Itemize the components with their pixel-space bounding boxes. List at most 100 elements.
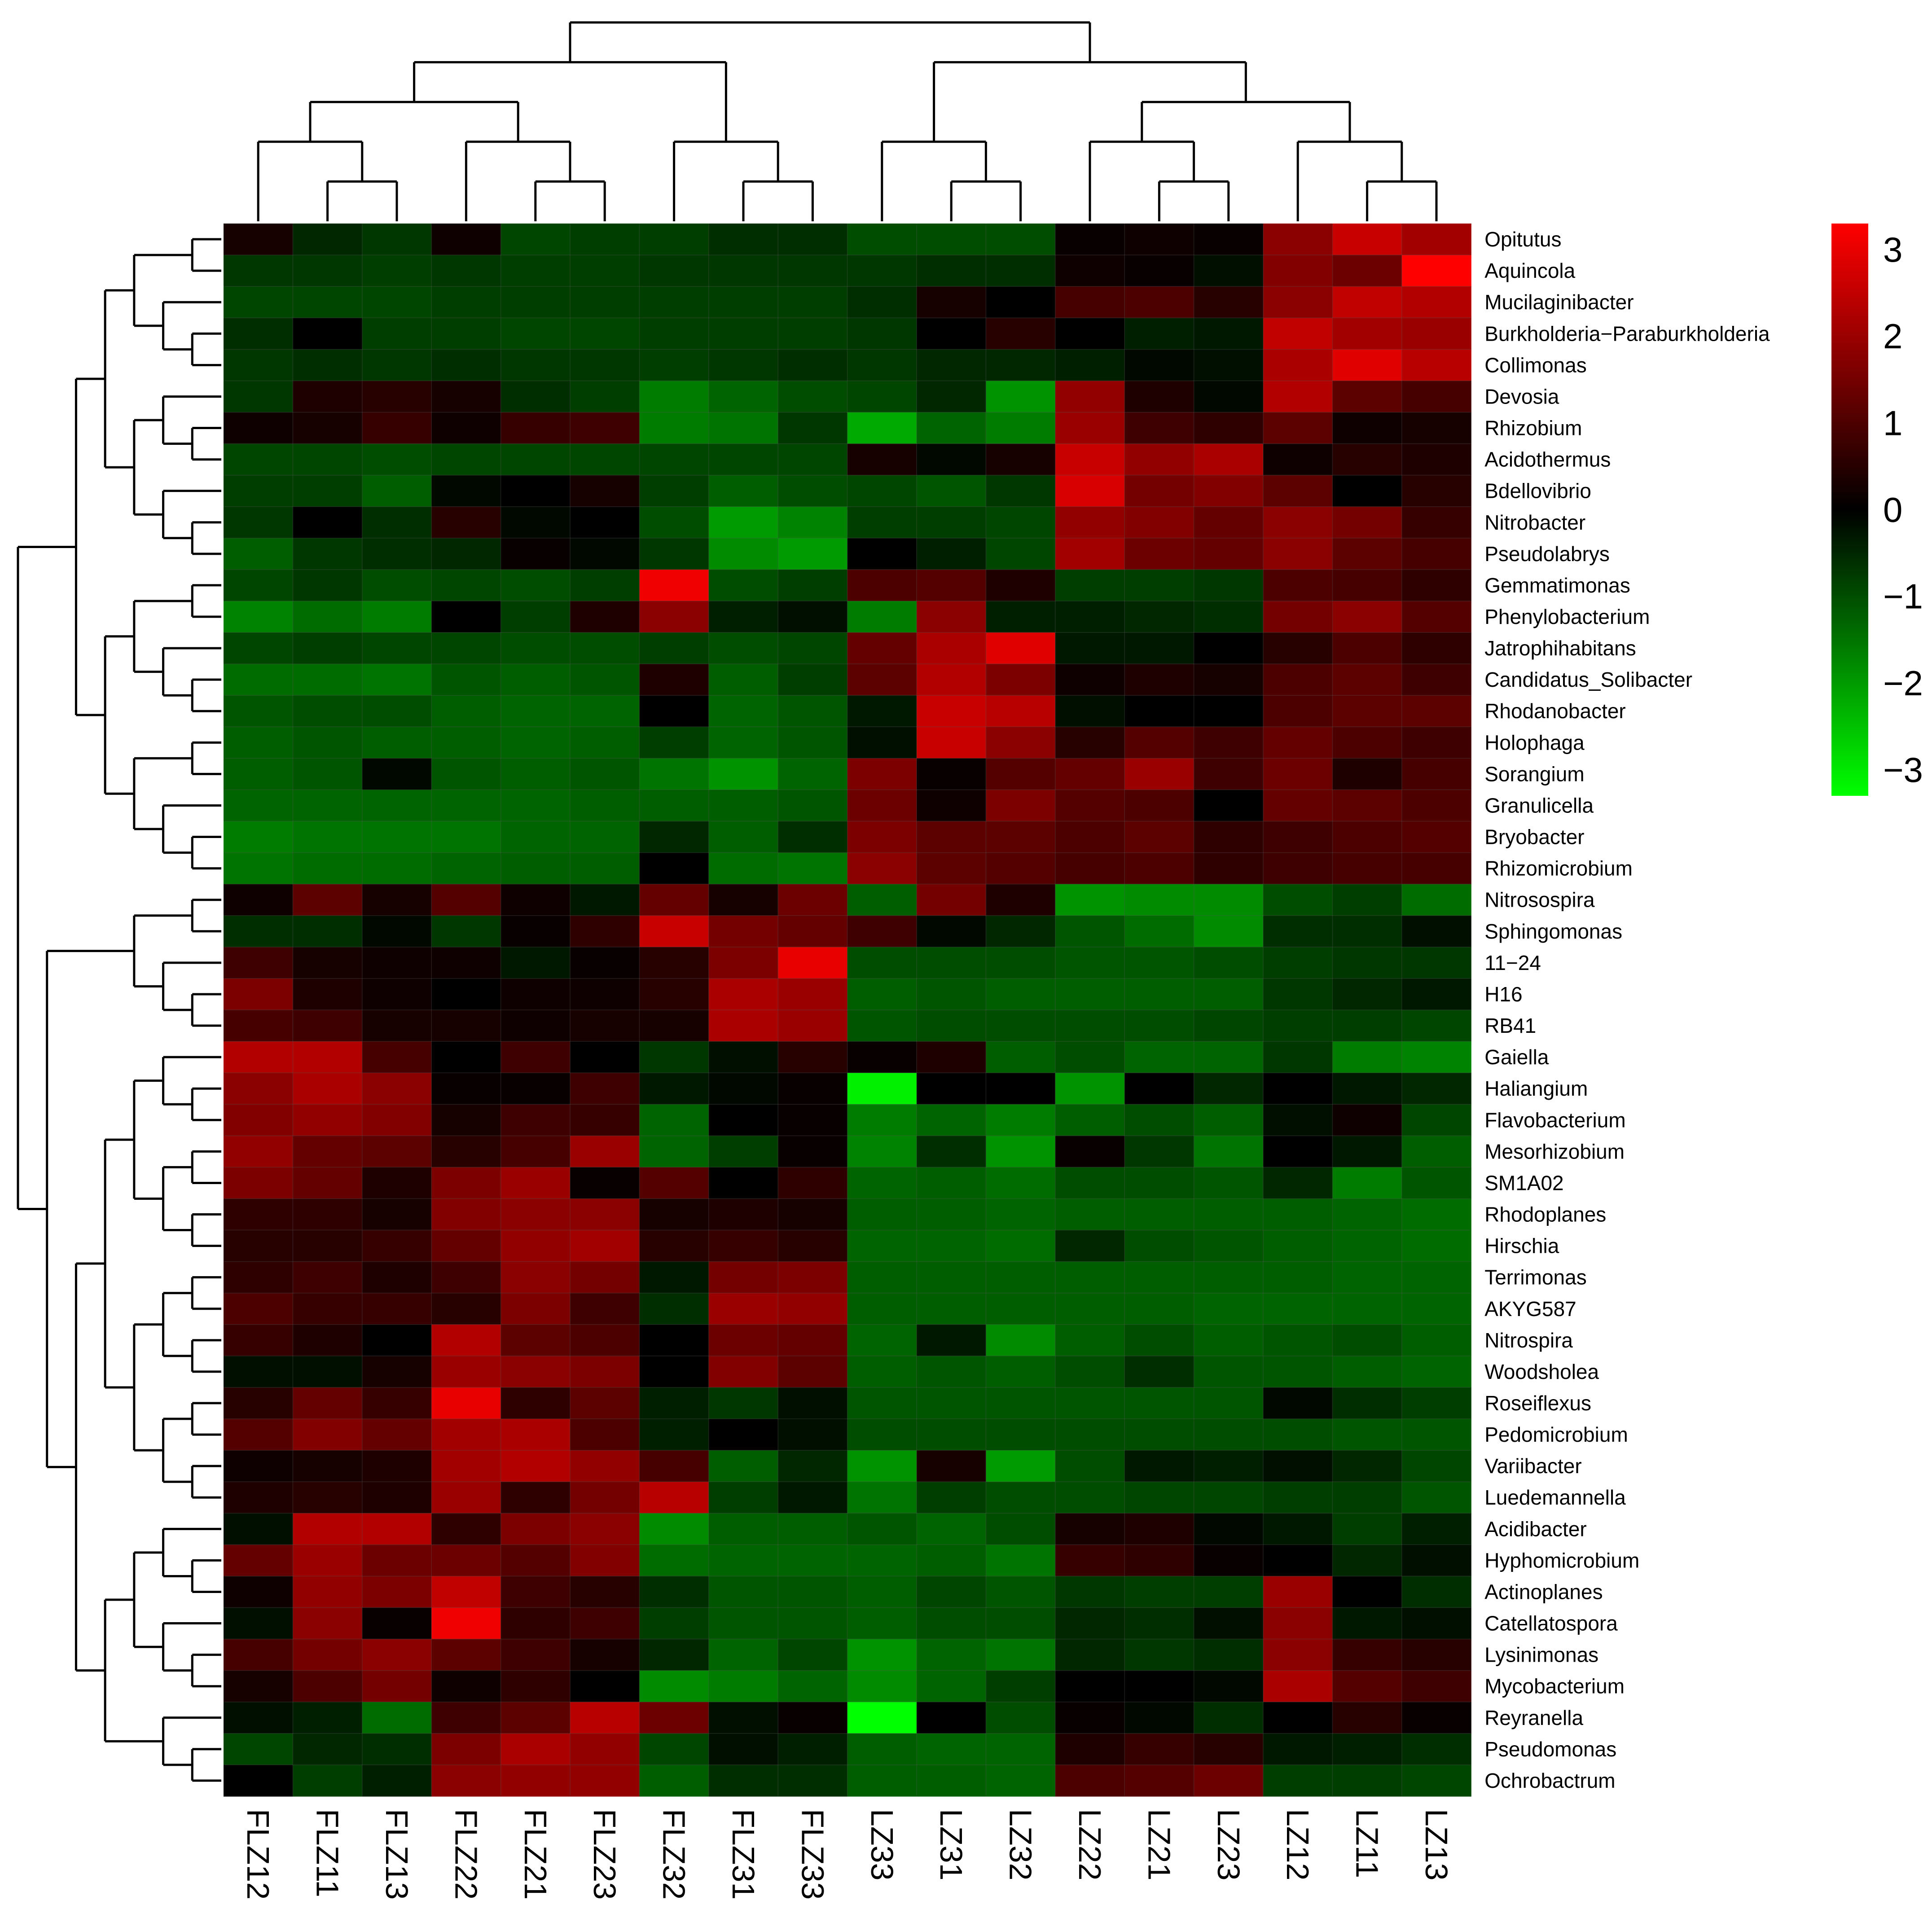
heatmap-cell [1194, 1733, 1264, 1765]
heatmap-cell [570, 349, 640, 381]
heatmap-cell [847, 1545, 917, 1577]
heatmap-cell [1124, 852, 1194, 885]
heatmap-cell [778, 1419, 848, 1451]
row-label: Jatrophihabitans [1484, 636, 1636, 660]
heatmap-cell [1055, 1387, 1125, 1419]
heatmap-cell [986, 1167, 1056, 1199]
heatmap-cell [501, 1482, 571, 1514]
heatmap-cell [986, 1104, 1056, 1136]
heatmap-cell [1194, 1670, 1264, 1703]
heatmap-cell [1332, 884, 1402, 916]
heatmap-cell [1332, 821, 1402, 853]
heatmap-cell [570, 758, 640, 790]
heatmap-cell [1401, 884, 1471, 916]
heatmap-cell [224, 1293, 293, 1325]
heatmap-cell [708, 601, 778, 633]
row-label: Bryobacter [1484, 825, 1584, 849]
heatmap-cell [639, 1293, 709, 1325]
heatmap-cell [917, 632, 986, 664]
heatmap-cell [1194, 1041, 1264, 1073]
heatmap-cell [431, 1198, 501, 1231]
heatmap-cell [986, 443, 1056, 476]
row-label: Variibacter [1484, 1454, 1581, 1478]
heatmap-cell [1055, 852, 1125, 885]
heatmap-cell [501, 1293, 571, 1325]
heatmap-cell [1401, 664, 1471, 696]
heatmap-cell [778, 255, 848, 287]
heatmap-cell [1263, 727, 1333, 759]
heatmap-cell [224, 664, 293, 696]
heatmap-cell [917, 475, 986, 507]
heatmap-cell [917, 1733, 986, 1765]
heatmap-cell [917, 727, 986, 759]
heatmap-cell [847, 1073, 917, 1105]
heatmap-cell [293, 1513, 363, 1545]
heatmap-cell [293, 475, 363, 507]
heatmap-cell [847, 727, 917, 759]
heatmap-cell [1332, 790, 1402, 822]
heatmap-cell [639, 1324, 709, 1356]
heatmap-cell [431, 1576, 501, 1608]
heatmap-cell [778, 1450, 848, 1482]
heatmap-cell [501, 790, 571, 822]
heatmap-cell [708, 286, 778, 318]
heatmap-cell [362, 1041, 432, 1073]
heatmap-cell [778, 1167, 848, 1199]
heatmap-cell [847, 1639, 917, 1671]
heatmap-cell [1124, 1702, 1194, 1734]
heatmap-cell [501, 475, 571, 507]
heatmap-cell [1401, 632, 1471, 664]
heatmap-cell [708, 1450, 778, 1482]
heatmap-cell [362, 1670, 432, 1703]
heatmap-cell [362, 1387, 432, 1419]
heatmap-cell [1332, 1482, 1402, 1514]
heatmap-cell [1194, 884, 1264, 916]
row-label: Sphingomonas [1484, 920, 1622, 943]
heatmap-cell [431, 852, 501, 885]
row-label: Bdellovibrio [1484, 479, 1591, 503]
heatmap-cell [639, 255, 709, 287]
heatmap-cell [1194, 1482, 1264, 1514]
heatmap-cell [778, 1104, 848, 1136]
row-label: SM1A02 [1484, 1171, 1563, 1194]
heatmap-cell [917, 664, 986, 696]
heatmap-cell [431, 506, 501, 539]
heatmap-cell [847, 1041, 917, 1073]
heatmap-cell [1263, 475, 1333, 507]
heatmap-cell [501, 727, 571, 759]
heatmap-cell [1194, 1576, 1264, 1608]
heatmap-cell [986, 349, 1056, 381]
heatmap-cell [639, 506, 709, 539]
heatmap-cell [501, 632, 571, 664]
heatmap-cell [1055, 1450, 1125, 1482]
row-label: Nitrobacter [1484, 511, 1585, 534]
heatmap-cell [1263, 443, 1333, 476]
heatmap-cell [1332, 1607, 1402, 1640]
color-legend-gradient [1831, 224, 1868, 796]
heatmap-cell [986, 1293, 1056, 1325]
legend-tick-label: −3 [1883, 750, 1923, 790]
column-label: FLZ13 [379, 1809, 414, 1900]
heatmap-cell [224, 915, 293, 948]
row-label: Ochrobactrum [1484, 1769, 1615, 1792]
heatmap-cell [778, 224, 848, 255]
heatmap-cell [1124, 915, 1194, 948]
heatmap-cell [847, 664, 917, 696]
heatmap-cell [501, 1387, 571, 1419]
heatmap-cell [917, 1010, 986, 1042]
heatmap-cell [570, 1136, 640, 1167]
heatmap-cell [1332, 1639, 1402, 1671]
heatmap-cell [708, 1104, 778, 1136]
heatmap-cell [1263, 224, 1333, 255]
row-label: Candidatus_Solibacter [1484, 668, 1692, 691]
heatmap-cell [501, 1450, 571, 1482]
heatmap-cell [1401, 1041, 1471, 1073]
heatmap-cell [639, 1639, 709, 1671]
heatmap-cell [778, 538, 848, 570]
heatmap-cell [917, 852, 986, 885]
heatmap-cell [1194, 632, 1264, 664]
heatmap-cell [917, 1576, 986, 1608]
heatmap-cell [362, 224, 432, 255]
heatmap-cell [293, 664, 363, 696]
heatmap-cell [501, 1639, 571, 1671]
